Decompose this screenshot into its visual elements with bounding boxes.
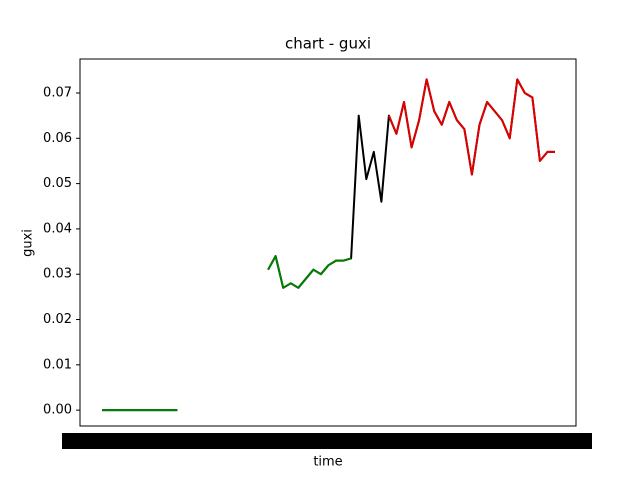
y-axis-label: guxi — [21, 229, 36, 257]
y-tick-label: 0.01 — [43, 357, 72, 372]
y-tick-label: 0.04 — [43, 221, 72, 236]
series-line — [387, 78, 555, 176]
x-axis-label: time — [313, 455, 342, 470]
series-line — [102, 255, 352, 412]
chart-title: chart - guxi — [285, 35, 371, 53]
plot-frame — [79, 58, 577, 427]
y-tick-label: 0.05 — [43, 176, 72, 191]
series-line — [102, 78, 555, 412]
y-tick-label: 0.06 — [43, 131, 72, 146]
y-tick-label: 0.03 — [43, 267, 72, 282]
x-tick-label-blob — [62, 433, 592, 449]
y-tick-label: 0.02 — [43, 312, 72, 327]
y-tick-label: 0.00 — [43, 403, 72, 418]
y-tick-label: 0.07 — [43, 85, 72, 100]
